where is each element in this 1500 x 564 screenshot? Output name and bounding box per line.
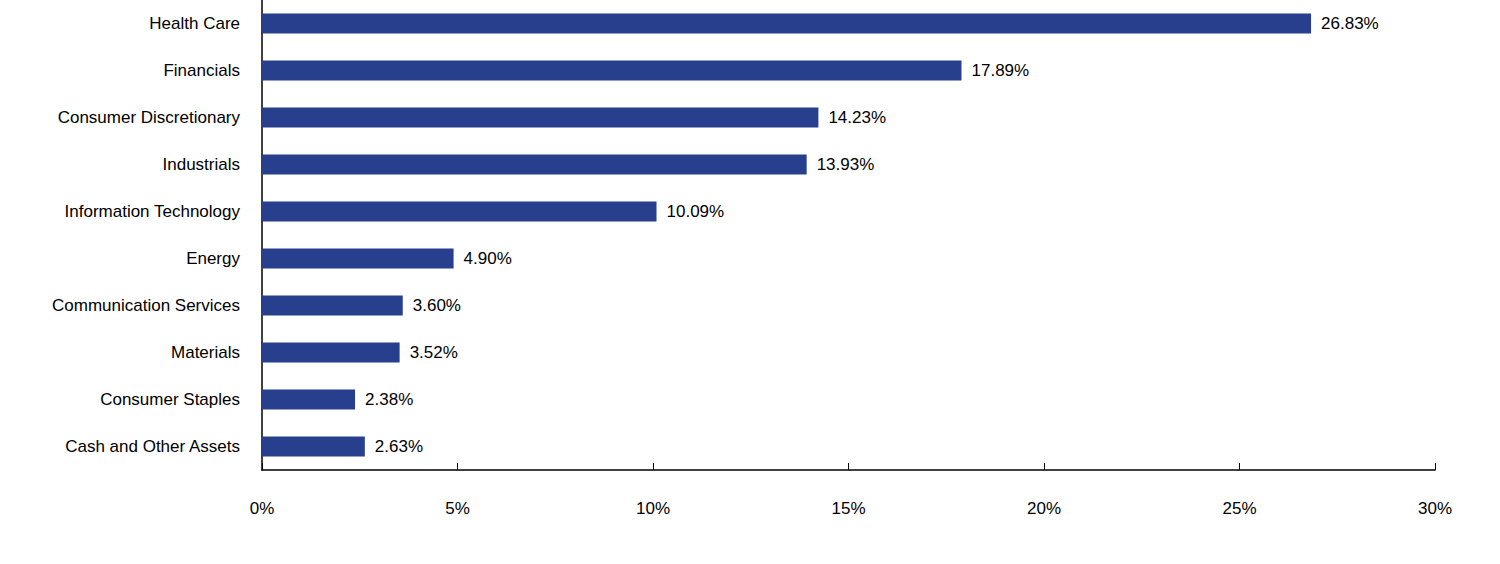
svg-text:14.23%: 14.23% [828,108,886,127]
svg-text:Information Technology: Information Technology [65,202,241,221]
svg-text:13.93%: 13.93% [817,155,875,174]
svg-text:4.90%: 4.90% [464,249,512,268]
svg-text:Consumer Discretionary: Consumer Discretionary [58,108,241,127]
svg-text:10.09%: 10.09% [667,202,725,221]
svg-text:3.60%: 3.60% [413,296,461,315]
svg-text:3.52%: 3.52% [410,343,458,362]
svg-text:Industrials: Industrials [163,155,240,174]
svg-text:20%: 20% [1027,499,1061,518]
svg-text:Materials: Materials [171,343,240,362]
svg-text:26.83%: 26.83% [1321,14,1379,33]
svg-text:5%: 5% [445,499,470,518]
svg-text:Health Care: Health Care [149,14,240,33]
svg-text:17.89%: 17.89% [971,61,1029,80]
svg-text:10%: 10% [636,499,670,518]
svg-text:Cash and Other Assets: Cash and Other Assets [65,437,240,456]
svg-text:Communication Services: Communication Services [52,296,240,315]
svg-text:15%: 15% [831,499,865,518]
svg-text:2.38%: 2.38% [365,390,413,409]
svg-text:Energy: Energy [186,249,240,268]
svg-text:25%: 25% [1222,499,1256,518]
svg-text:Consumer Staples: Consumer Staples [100,390,240,409]
svg-text:0%: 0% [250,499,275,518]
svg-text:30%: 30% [1418,499,1452,518]
svg-text:Financials: Financials [163,61,240,80]
svg-text:2.63%: 2.63% [375,437,423,456]
